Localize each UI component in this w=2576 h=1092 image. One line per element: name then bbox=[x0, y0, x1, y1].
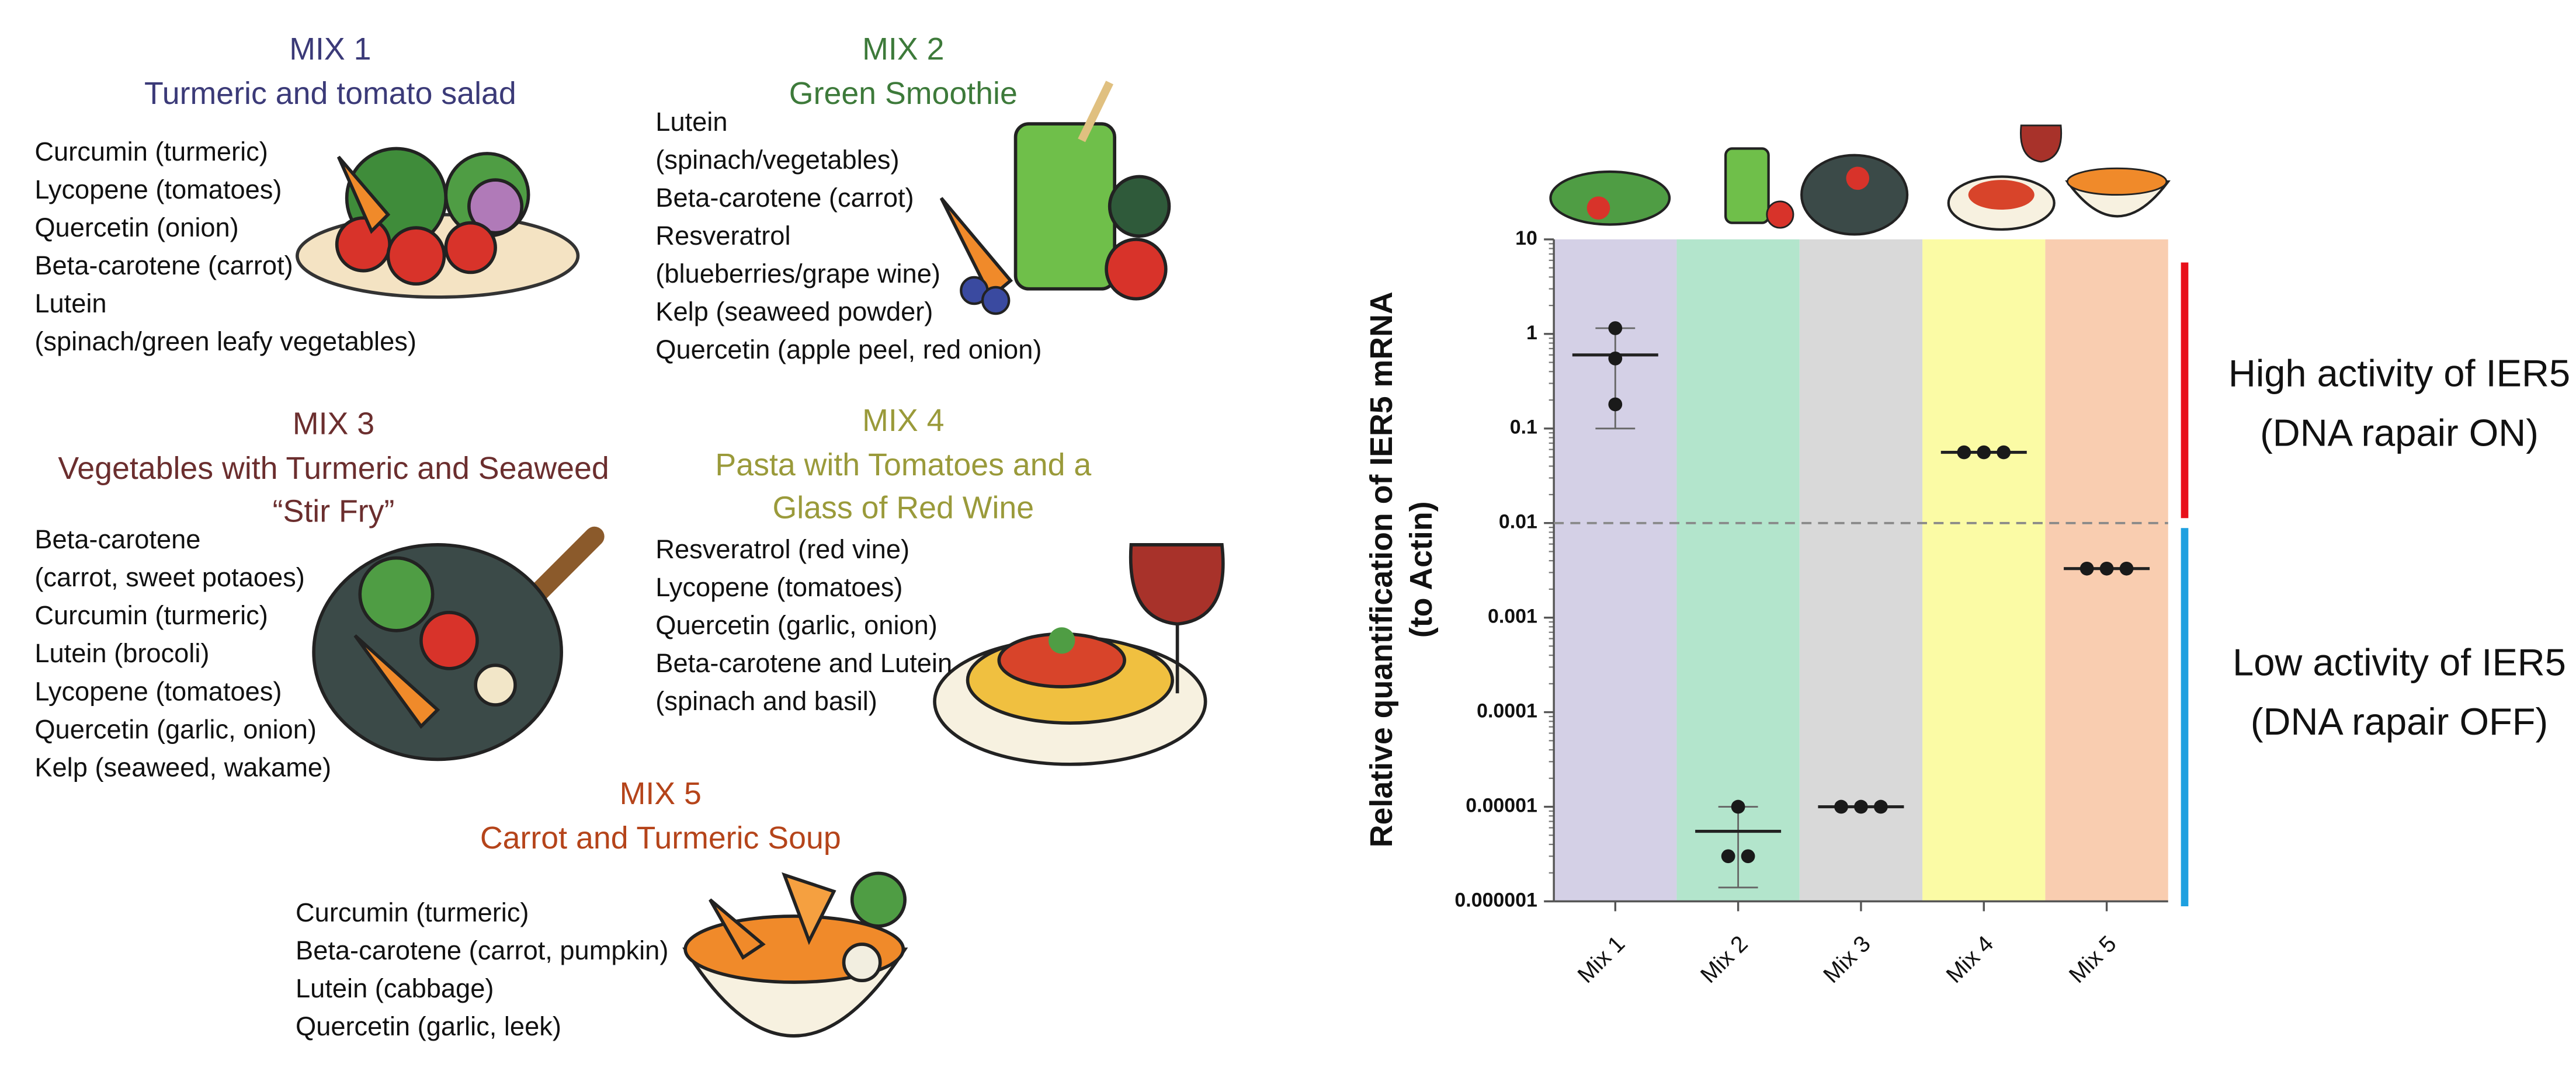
ingredient: Curcumin (turmeric) bbox=[34, 600, 268, 630]
y-axis-label: Relative quantification of IER5 mRNA bbox=[1364, 291, 1399, 847]
ingredient: Lutein bbox=[34, 288, 106, 318]
mix-label: MIX 1 bbox=[289, 32, 371, 67]
x-tick-label: Mix 4 bbox=[1941, 931, 1998, 988]
annotation: Low activity of IER5 bbox=[2233, 641, 2566, 683]
x-tick-label: Mix 5 bbox=[2064, 931, 2122, 988]
ingredient: Quercetin (garlic, onion) bbox=[34, 714, 317, 744]
mix-title: “Stir Fry” bbox=[273, 493, 395, 528]
mix-label: MIX 4 bbox=[862, 403, 944, 438]
ingredient: Quercetin (garlic, leek) bbox=[296, 1011, 561, 1041]
mix-title: Green Smoothie bbox=[789, 76, 1018, 111]
category-band bbox=[1799, 239, 1923, 902]
mix-title: Carrot and Turmeric Soup bbox=[480, 820, 841, 855]
data-point bbox=[1608, 352, 1623, 366]
ingredient: Curcumin (turmeric) bbox=[34, 137, 268, 166]
data-point bbox=[2119, 561, 2134, 576]
mix-label: MIX 3 bbox=[293, 406, 374, 441]
data-point bbox=[2079, 561, 2094, 576]
ingredient: Lycopene (tomatoes) bbox=[655, 572, 902, 602]
mix-title: Pasta with Tomatoes and a bbox=[715, 447, 1091, 482]
ingredient: Beta-carotene (carrot, pumpkin) bbox=[296, 935, 668, 965]
y-axis-label: (to Actin) bbox=[1404, 501, 1439, 638]
mix-title: Vegetables with Turmeric and Seaweed bbox=[58, 451, 609, 486]
category-icons bbox=[1549, 124, 2171, 236]
ingredient: (carrot, sweet potaoes) bbox=[34, 562, 304, 592]
data-point bbox=[2099, 561, 2114, 576]
ingredient: (spinach/vegetables) bbox=[655, 145, 899, 175]
y-tick-label: 0.1 bbox=[1510, 416, 1537, 439]
ingredient: Kelp (seaweed powder) bbox=[655, 297, 933, 326]
x-tick-label: Mix 3 bbox=[1818, 931, 1876, 988]
x-tick-label: Mix 2 bbox=[1696, 931, 1753, 988]
data-point bbox=[1957, 445, 1971, 460]
pasta-illustration bbox=[933, 543, 1225, 766]
y-tick-label: 10 bbox=[1515, 227, 1537, 249]
ingredient: Kelp (seaweed, wakame) bbox=[34, 752, 331, 782]
y-tick-label: 0.001 bbox=[1488, 606, 1537, 628]
ingredient: Lycopene (tomatoes) bbox=[34, 676, 282, 706]
ingredient: Quercetin (garlic, onion) bbox=[655, 610, 938, 640]
data-point bbox=[1741, 849, 1755, 864]
y-tick-label: 0.01 bbox=[1499, 511, 1537, 533]
ingredient: Beta-carotene bbox=[34, 524, 200, 554]
ingredient: Curcumin (turmeric) bbox=[296, 898, 529, 927]
ingredient: (spinach/green leafy vegetables) bbox=[34, 326, 416, 356]
mix-label: MIX 2 bbox=[862, 32, 944, 67]
data-point bbox=[1977, 445, 1991, 460]
category-band bbox=[1922, 239, 2046, 902]
ingredient: Resveratrol bbox=[655, 221, 790, 251]
ingredient: (blueberries/grape wine) bbox=[655, 259, 940, 288]
ingredient: Beta-carotene (carrot) bbox=[655, 183, 914, 213]
ingredient: Lutein (brocoli) bbox=[34, 638, 209, 668]
soup-illustration bbox=[682, 871, 908, 1038]
ingredient: Quercetin (apple peel, red onion) bbox=[655, 335, 1041, 364]
data-point bbox=[1997, 445, 2011, 460]
annotation: (DNA rapair OFF) bbox=[2251, 700, 2548, 743]
mix-label: MIX 5 bbox=[620, 776, 702, 811]
ingredient: Quercetin (onion) bbox=[34, 213, 238, 242]
data-point bbox=[1731, 799, 1745, 814]
annotation: High activity of IER5 bbox=[2228, 352, 2570, 395]
smoothie-illustration bbox=[939, 81, 1171, 315]
data-point bbox=[1873, 799, 1888, 814]
ingredient: Beta-carotene (carrot) bbox=[34, 251, 293, 280]
y-tick-label: 0.000001 bbox=[1454, 889, 1537, 911]
stir-fry-illustration bbox=[312, 526, 605, 761]
data-point bbox=[1834, 799, 1848, 814]
y-tick-label: 0.00001 bbox=[1466, 795, 1537, 817]
data-point bbox=[1721, 849, 1735, 864]
data-point bbox=[1854, 799, 1868, 814]
ingredient: Lutein bbox=[655, 107, 727, 137]
annotation: (DNA rapair ON) bbox=[2260, 411, 2539, 454]
mix-title: Turmeric and tomato salad bbox=[144, 76, 516, 111]
salad-illustration bbox=[296, 147, 580, 299]
category-band bbox=[1676, 239, 1800, 902]
ingredient: Lutein (cabbage) bbox=[296, 973, 494, 1003]
ingredient: Lycopene (tomatoes) bbox=[34, 175, 282, 204]
data-point bbox=[1608, 321, 1623, 335]
y-tick-label: 0.0001 bbox=[1477, 700, 1537, 722]
y-tick-label: 1 bbox=[1526, 322, 1537, 344]
ingredient: Beta-carotene and Lutein bbox=[655, 648, 952, 678]
x-tick-label: Mix 1 bbox=[1572, 931, 1630, 988]
data-point bbox=[1608, 397, 1623, 412]
ingredient: Resveratrol (red vine) bbox=[655, 534, 909, 564]
mix-title: Glass of Red Wine bbox=[772, 491, 1034, 526]
ingredient: (spinach and basil) bbox=[655, 686, 877, 716]
